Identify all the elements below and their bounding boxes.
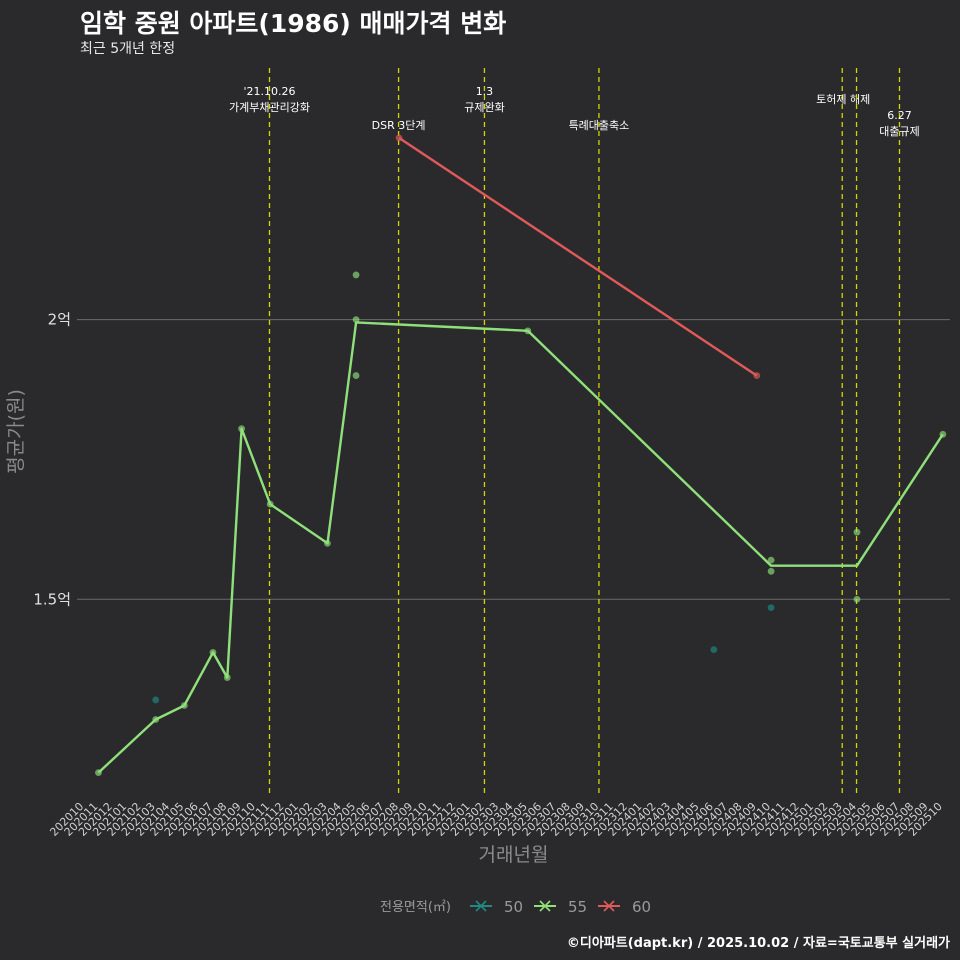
data-point-55 [152, 716, 160, 723]
data-point-60 [395, 134, 403, 142]
event-label: 특례대출축소 [569, 119, 630, 132]
data-point-55 [352, 372, 360, 379]
data-point-55 [95, 769, 102, 777]
y-axis-title: 평균가(원) [5, 389, 27, 474]
data-point-55 [524, 327, 532, 335]
data-point-55 [266, 500, 274, 508]
grid-layer [77, 319, 950, 600]
series-line-60 [398, 136, 758, 377]
event-label: DSR 3단계 [372, 119, 426, 132]
source-credit: ©디아파트(dapt.kr) / 2025.10.02 / 자료=국토교통부 실… [566, 936, 950, 951]
y-tick-label: 2억 [48, 311, 71, 329]
event-label: 6.27 [887, 109, 912, 122]
axis-layer: 1.5억2억2020102020112020122021012021022021… [5, 311, 945, 866]
event-label: 토허제 해제 [816, 92, 870, 106]
y-tick-label: 1.5억 [33, 590, 71, 608]
data-point-55 [209, 648, 217, 656]
x-axis-title: 거래년월 [479, 844, 549, 866]
event-label: 1.3 [476, 85, 494, 98]
legend-label: 50 [504, 898, 523, 916]
legend-title: 전용면적(㎡) [380, 900, 451, 915]
series-line-55 [97, 321, 944, 774]
data-point-55 [853, 595, 861, 603]
data-point-50 [152, 696, 160, 704]
data-point-55 [767, 556, 775, 564]
data-point-55 [238, 425, 245, 433]
data-point-55 [180, 702, 188, 709]
legend: 전용면적(㎡) 50 55 60 [380, 898, 651, 916]
data-point-50 [710, 646, 718, 653]
legend-key-cross [603, 900, 615, 912]
data-point-55 [352, 271, 360, 279]
event-label: '21.10.26 [243, 85, 295, 98]
event-label: 가계부채관리강화 [229, 101, 310, 114]
data-point-55 [853, 528, 861, 536]
legend-label: 55 [568, 898, 587, 916]
chart-title: 임학 중원 아파트(1986) 매매가격 변화 [80, 9, 507, 38]
event-label: 규제완화 [464, 101, 504, 114]
legend-key-cross [539, 900, 551, 912]
data-point-55 [324, 539, 331, 547]
data-point-55 [223, 674, 231, 681]
data-point-60 [753, 372, 761, 379]
data-point-55 [939, 430, 947, 438]
legend-label: 60 [632, 898, 651, 916]
event-label: 대출규제 [879, 125, 919, 138]
data-point-55 [767, 567, 775, 575]
data-point-55 [352, 316, 360, 324]
series-layer [95, 134, 947, 777]
legend-key-cross [475, 900, 487, 912]
chart-subtitle: 최근 5개년 한정 [80, 41, 176, 57]
data-point-50 [767, 604, 775, 612]
